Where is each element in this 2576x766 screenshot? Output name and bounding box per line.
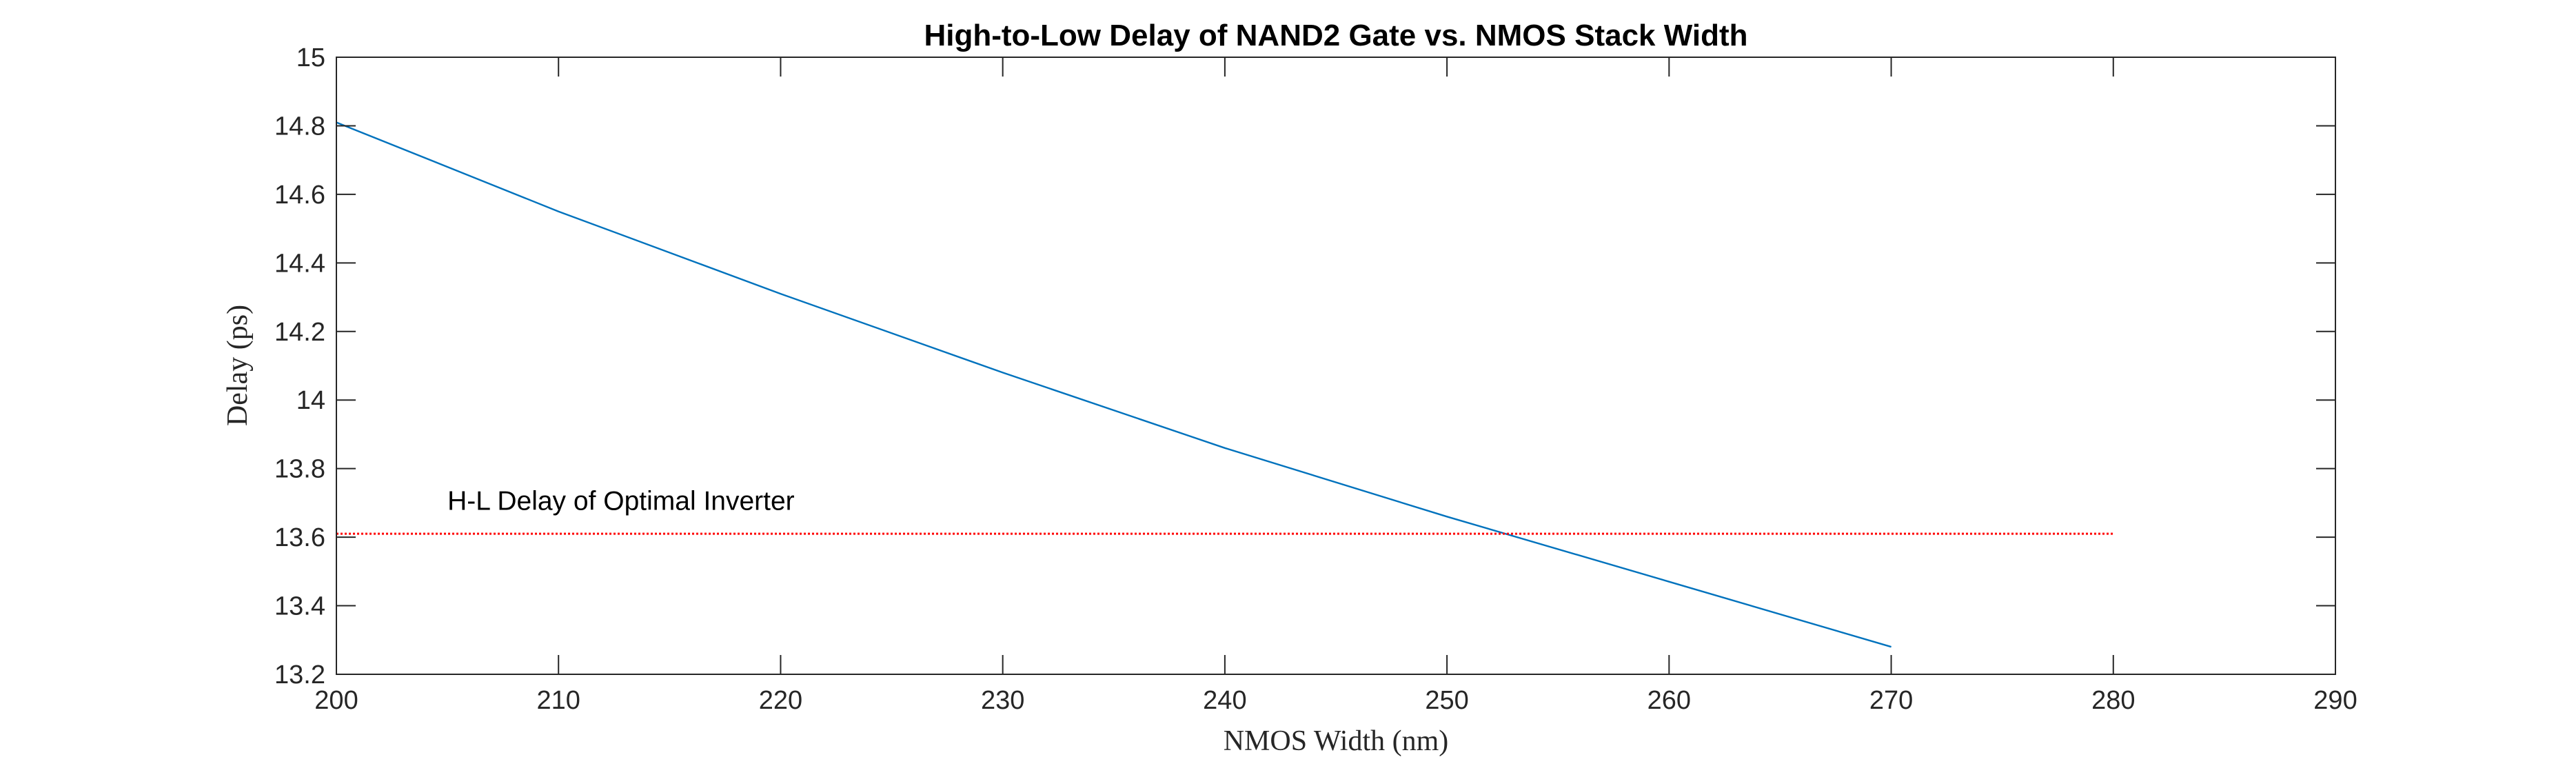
x-tick-label: 200 [314, 686, 358, 715]
annotation-layer: H-L Delay of Optimal Inverter [447, 486, 795, 516]
y-tick-label: 14.8 [274, 112, 325, 141]
y-tick-label: 14.2 [274, 318, 325, 347]
x-tick-label: 220 [759, 686, 802, 715]
y-tick-label: 13.6 [274, 523, 325, 552]
y-tick-label: 13.4 [274, 592, 325, 621]
x-tick-label: 290 [2313, 686, 2357, 715]
annotation-text: H-L Delay of Optimal Inverter [447, 486, 795, 516]
y-tick-label: 13.2 [274, 661, 325, 689]
x-axis-label: NMOS Width (nm) [1224, 725, 1449, 757]
plot-area [336, 57, 2335, 674]
y-tick-label: 13.8 [274, 455, 325, 484]
x-tick-label: 270 [1869, 686, 1913, 715]
y-tick-label: 15 [296, 43, 325, 72]
x-tick-label: 250 [1425, 686, 1468, 715]
x-tick-label: 230 [981, 686, 1024, 715]
y-tick-label: 14 [296, 386, 325, 415]
x-tick-label: 210 [537, 686, 580, 715]
x-tick-label: 280 [2091, 686, 2135, 715]
x-tick-label: 260 [1647, 686, 1691, 715]
chart-title: High-to-Low Delay of NAND2 Gate vs. NMOS… [924, 19, 1747, 52]
series-line-1 [336, 121, 1892, 648]
y-tick-label: 14.4 [274, 249, 325, 278]
plot-frame [336, 57, 2336, 675]
y-axis-ticks: 13.2 13.4 13.6 13.8 14 14.2 14.4 14.6 14.8 15 [274, 43, 2335, 689]
series-layer [336, 121, 2113, 648]
x-axis-ticks: 200 210 220 230 240 250 260 270 280 290 [314, 57, 2357, 715]
y-axis-label: Delay (ps) [222, 305, 254, 426]
x-tick-label: 240 [1203, 686, 1246, 715]
y-tick-label: 14.6 [274, 181, 325, 210]
